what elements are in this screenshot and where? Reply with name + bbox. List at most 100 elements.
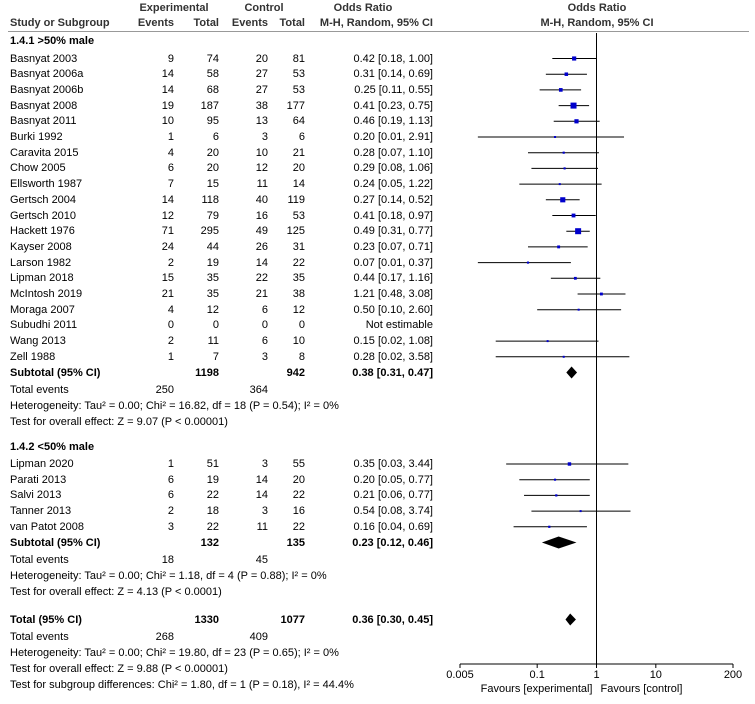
point-estimate-square — [548, 525, 551, 528]
exp-total: 20 — [206, 146, 219, 159]
point-estimate-square — [526, 261, 530, 264]
point-estimate-square — [546, 340, 549, 343]
header-divider — [8, 31, 749, 32]
x-tick-label: 0.005 — [446, 669, 474, 681]
exp-total: 35 — [206, 288, 219, 300]
total-exp-events: 18 — [161, 553, 174, 566]
ctl-total: 31 — [292, 240, 305, 253]
ctl-total: 53 — [292, 83, 305, 96]
study-ci: 0.21 [0.06, 0.77] — [353, 489, 433, 502]
total-ctl-events: 364 — [249, 383, 268, 396]
ctl-total: 10 — [292, 335, 305, 348]
point-estimate-square — [562, 151, 565, 154]
exp-total: 79 — [206, 209, 219, 222]
exp-total: 187 — [200, 99, 219, 112]
subtotal-ci: 0.38 [0.31, 0.47] — [352, 366, 433, 379]
exp-total: 19 — [206, 473, 219, 486]
exp-events: 6 — [167, 489, 174, 502]
ctl-events: 3 — [261, 131, 268, 143]
point-estimate-square — [563, 167, 566, 170]
ctl-total: 55 — [292, 458, 305, 470]
ctl-events: 6 — [261, 335, 268, 348]
point-estimate-square — [573, 276, 577, 280]
ctl-events: 14 — [255, 473, 268, 486]
study-ci: 1.21 [0.48, 3.08] — [353, 288, 433, 300]
ctl-total: 20 — [292, 473, 305, 486]
ctl-total: 125 — [286, 225, 305, 238]
point-estimate-square — [570, 102, 577, 109]
header-method-left: M-H, Random, 95% CI — [319, 17, 433, 29]
exp-total: 22 — [206, 489, 219, 502]
ctl-total: 8 — [298, 350, 305, 363]
ctl-total: 64 — [292, 115, 305, 128]
exp-events: 14 — [161, 83, 174, 96]
ctl-events: 3 — [261, 505, 268, 518]
subtotal-exp-total: 1198 — [195, 366, 219, 379]
point-estimate-square — [572, 56, 577, 61]
point-estimate-square — [553, 478, 557, 481]
exp-total: 118 — [201, 193, 219, 206]
subtotal-diamond — [566, 366, 578, 379]
grand-exp-events: 268 — [155, 630, 174, 643]
study-ci: 0.31 [0.14, 0.69] — [353, 68, 433, 81]
total-events-label: Total events — [10, 553, 69, 566]
study-name: Zell 1988 — [10, 350, 56, 363]
exp-total: 68 — [206, 83, 219, 96]
ctl-events: 27 — [255, 68, 268, 81]
x-tick-label: 200 — [724, 669, 742, 681]
x-tick-label: 10 — [650, 669, 662, 681]
point-estimate-square — [560, 197, 566, 203]
exp-total: 295 — [200, 225, 219, 238]
exp-events: 4 — [167, 146, 174, 159]
point-estimate-square — [579, 510, 582, 513]
point-estimate-square — [557, 245, 561, 249]
exp-events: 1 — [167, 350, 174, 363]
overall-effect-text: Test for overall effect: Z = 4.13 (P < 0… — [10, 585, 222, 598]
study-ci: 0.29 [0.08, 1.06] — [353, 162, 433, 175]
x-tick-label: 1 — [593, 669, 599, 681]
x-tick-label: 0.1 — [530, 669, 545, 681]
header-exp-events: Events — [137, 17, 174, 29]
study-ci: 0.49 [0.31, 0.77] — [353, 225, 433, 238]
study-ci: 0.41 [0.18, 0.97] — [353, 209, 433, 222]
exp-total: 7 — [212, 350, 219, 363]
ctl-events: 40 — [255, 193, 268, 206]
study-name: Gertsch 2004 — [10, 193, 77, 206]
study-name: Lipman 2020 — [10, 458, 74, 470]
ctl-events: 22 — [255, 272, 268, 285]
grand-ctl-total: 1077 — [280, 613, 305, 626]
ctl-events: 14 — [255, 489, 268, 502]
overall-effect-text: Test for overall effect: Z = 9.07 (P < 0… — [10, 415, 228, 428]
study-name: van Patot 2008 — [10, 520, 85, 533]
grand-overall-effect-text: Test for overall effect: Z = 9.88 (P < 0… — [10, 662, 228, 675]
study-ci: 0.46 [0.19, 1.13] — [353, 115, 433, 128]
exp-events: 2 — [167, 505, 174, 518]
exp-total: 58 — [206, 68, 219, 81]
exp-total: 6 — [212, 131, 219, 143]
ctl-total: 81 — [292, 52, 305, 65]
study-name: Hackett 1976 — [10, 225, 75, 238]
ctl-total: 38 — [292, 288, 305, 300]
point-estimate-square — [555, 494, 558, 497]
ctl-events: 16 — [255, 209, 268, 222]
ctl-events: 11 — [256, 520, 268, 533]
exp-events: 3 — [167, 520, 174, 533]
exp-events: 4 — [167, 303, 174, 316]
study-ci: 0.20 [0.05, 0.77] — [353, 473, 433, 486]
study-ci: 0.07 [0.01, 0.37] — [353, 256, 433, 269]
exp-events: 7 — [167, 178, 174, 191]
point-estimate-square — [575, 228, 582, 235]
ctl-events: 13 — [255, 115, 268, 128]
subtotal-ctl-total: 135 — [286, 536, 305, 549]
grand-ci: 0.36 [0.30, 0.45] — [352, 613, 433, 626]
study-name: Caravita 2015 — [10, 146, 79, 159]
exp-total: 22 — [206, 520, 219, 533]
exp-events: 12 — [161, 209, 174, 222]
exp-events: 19 — [161, 99, 174, 112]
exp-events: 24 — [161, 240, 174, 253]
point-estimate-square — [577, 308, 580, 311]
exp-total: 20 — [206, 162, 219, 175]
total-exp-events: 250 — [155, 383, 174, 396]
header-ctl-events: Events — [231, 17, 268, 29]
